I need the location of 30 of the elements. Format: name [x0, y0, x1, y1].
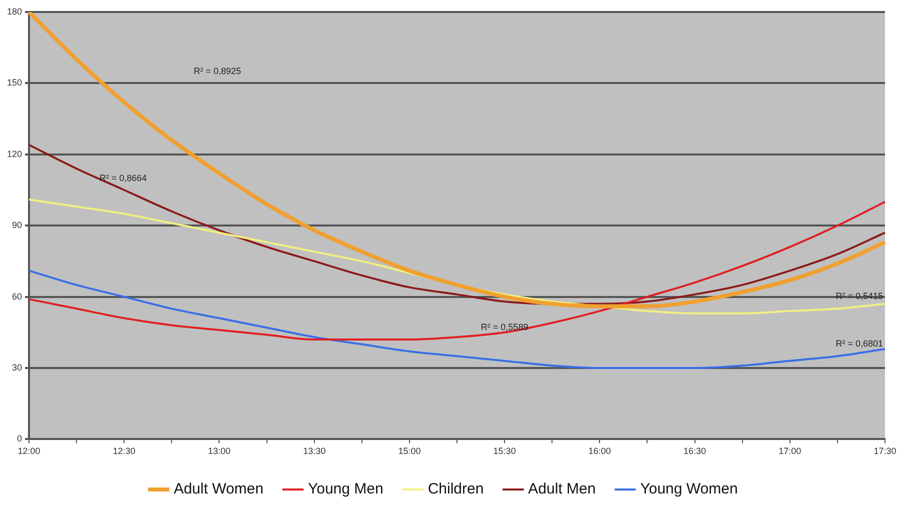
y-tick-label: 90 — [12, 220, 22, 230]
line-series — [28, 198, 886, 314]
annotation: R² = 0,8664 — [100, 172, 147, 183]
annotation: R² = 0,8925 — [194, 66, 241, 76]
x-tick-label: 16:30 — [684, 446, 706, 456]
x-tick-label: 12:00 — [18, 446, 40, 456]
y-tick-label: 0 — [17, 434, 22, 444]
legend-label: Young Women — [640, 480, 738, 498]
y-tick-label: 120 — [6, 148, 22, 159]
x-tick-label: 15:00 — [398, 446, 421, 456]
y-tick-label: 150 — [6, 78, 22, 88]
line-series — [28, 200, 886, 341]
x-tick-label: 17:00 — [778, 446, 802, 456]
y-tick-label: 180 — [6, 6, 22, 16]
annotation: R² = 0,5589 — [480, 322, 528, 332]
x-tick-label: 15:30 — [493, 446, 516, 456]
legend-label: Adult Men — [528, 480, 596, 498]
y-tick-label: 60 — [12, 291, 22, 302]
legend-label: Adult Women — [174, 480, 264, 498]
x-tick-label: 16:00 — [588, 446, 611, 456]
line-series — [28, 144, 886, 305]
y-tick-label: 30 — [12, 362, 22, 372]
x-tick-label: 17:30 — [874, 446, 896, 456]
x-tick-label: 13:00 — [208, 446, 230, 456]
x-tick-label: 13:30 — [303, 446, 326, 456]
line-series — [28, 270, 886, 369]
legend-label: Children — [428, 480, 484, 498]
legend-label: Young Men — [308, 480, 384, 498]
annotation: R² = 0,6801 — [836, 338, 883, 348]
x-tick-label: 12:30 — [112, 446, 136, 456]
